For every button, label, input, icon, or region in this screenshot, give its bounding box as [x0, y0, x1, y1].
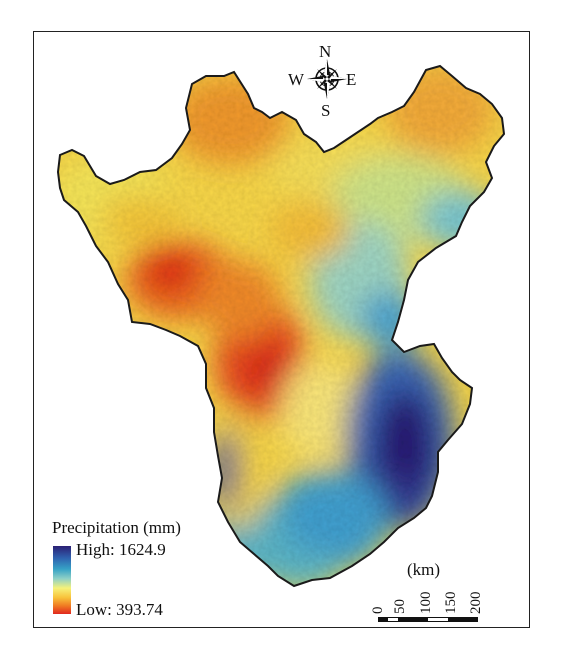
legend-high-label: High: 1624.9 — [76, 540, 166, 559]
legend-low-label: Low: 393.74 — [76, 600, 163, 619]
map-frame — [33, 31, 530, 628]
scale-tick-label: 0 — [370, 606, 386, 615]
scale-tick-label: 200 — [468, 591, 484, 615]
legend-title: Precipitation (mm) — [52, 518, 181, 537]
scale-tick-label: 150 — [443, 591, 459, 615]
compass-rose-icon — [307, 59, 347, 99]
compass-north-label: N — [319, 42, 332, 61]
compass-south-label: S — [321, 101, 331, 120]
scale-unit-label: (km) — [407, 560, 441, 579]
legend-color-ramp — [53, 546, 71, 614]
compass-east-label: E — [346, 70, 357, 89]
compass-west-label: W — [288, 70, 305, 89]
scale-tick-label: 100 — [418, 591, 434, 615]
scale-bar — [378, 617, 478, 622]
scale-tick-label: 50 — [392, 599, 408, 614]
